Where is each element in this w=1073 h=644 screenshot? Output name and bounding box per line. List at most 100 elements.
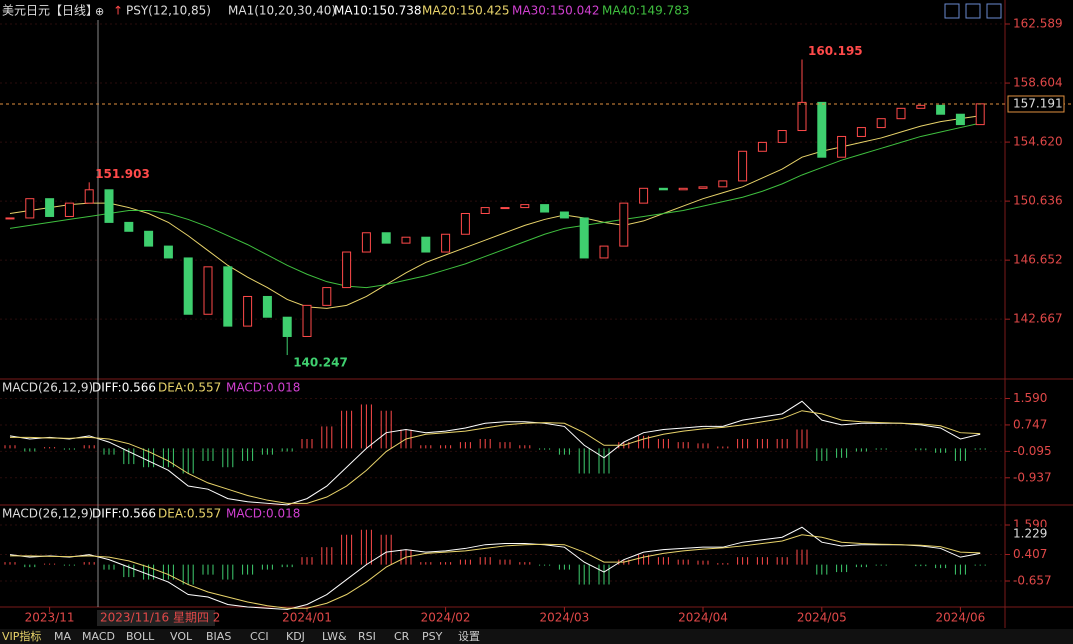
- symbol: 美元日元【日线】: [2, 4, 98, 18]
- candle: [381, 232, 391, 244]
- candle: [322, 287, 332, 306]
- x-tick-label: 2023/11: [25, 611, 75, 625]
- candle: [302, 304, 312, 337]
- last-price: 157.191: [1013, 96, 1063, 110]
- candle: [817, 101, 827, 158]
- candle: [500, 207, 510, 210]
- window-button[interactable]: [965, 3, 981, 19]
- candle: [540, 204, 550, 213]
- candle: [163, 245, 173, 259]
- tab[interactable]: RSI: [358, 630, 376, 643]
- y-tick-label: -0.095: [1013, 444, 1052, 458]
- x-tick-label: 2024/04: [678, 611, 728, 625]
- last-value-box: [1008, 527, 1048, 542]
- candle: [342, 251, 352, 289]
- tab[interactable]: VIP指标: [2, 629, 41, 643]
- x-tick-label: 2024/01: [282, 611, 332, 625]
- candle: [401, 236, 411, 244]
- last-value: 1.229: [1013, 527, 1047, 541]
- candle: [579, 217, 589, 259]
- candle: [25, 198, 35, 219]
- candle: [559, 211, 569, 219]
- x-tick-label: 2024/05: [797, 611, 847, 625]
- candle: [797, 101, 807, 132]
- candle: [243, 295, 253, 327]
- annotation: 151.903: [95, 167, 150, 181]
- x-tick-label: 2024/06: [935, 611, 985, 625]
- dea-label: DEA:0.557: [158, 381, 221, 395]
- x-tick-label: 2024/02: [421, 611, 471, 625]
- window-button[interactable]: [986, 3, 1002, 19]
- ma-set: MA1(10,20,30,40): [228, 4, 336, 18]
- annotation: 160.195: [808, 44, 863, 58]
- macd-label: MACD:0.018: [226, 507, 300, 521]
- candle: [738, 150, 748, 182]
- candle: [639, 187, 649, 204]
- indicator[interactable]: PSY(12,10,85): [126, 4, 211, 18]
- candle: [144, 230, 154, 247]
- line-series: [10, 534, 981, 609]
- diff-label: DIFF:0.566: [92, 381, 156, 395]
- ma30: MA30:150.042: [512, 4, 600, 18]
- toolbar: 美元日元【日线】 ⊕ ↑ PSY(12,10,85) MA1(10,20,30,…: [2, 3, 1002, 19]
- candle: [916, 104, 926, 109]
- y-tick-label: -0.937: [1013, 470, 1052, 484]
- line-series: [9, 526, 981, 610]
- x-tick-label: 2024/03: [539, 611, 589, 625]
- tab[interactable]: CR: [394, 630, 410, 643]
- tab[interactable]: VOL: [170, 630, 193, 643]
- candle: [282, 316, 292, 337]
- macd-label: MACD:0.018: [226, 381, 300, 395]
- y-tick-label: 0.407: [1013, 547, 1047, 561]
- y-tick-label: 146.652: [1013, 253, 1063, 267]
- candle: [104, 189, 114, 223]
- panel-title: MACD(26,12,9): [2, 381, 93, 395]
- candle: [975, 103, 985, 126]
- candle: [124, 221, 134, 232]
- candle: [718, 180, 728, 188]
- y-tick-label: 154.620: [1013, 135, 1063, 149]
- tab[interactable]: MA: [54, 630, 71, 643]
- tab[interactable]: LW&: [322, 630, 347, 643]
- line-series: [10, 410, 981, 504]
- candle: [678, 187, 688, 191]
- y-tick-label: 158.604: [1013, 76, 1063, 90]
- candle: [480, 207, 490, 215]
- tab-bar: [0, 629, 1073, 644]
- icon: ↑: [113, 4, 123, 18]
- candle: [896, 107, 906, 120]
- candle: [599, 245, 609, 259]
- y-tick-label: 142.667: [1013, 312, 1063, 326]
- candle: [84, 189, 94, 204]
- candle: [64, 202, 74, 217]
- line-series: [9, 400, 981, 506]
- panel-title: MACD(26,12,9): [2, 507, 93, 521]
- candle: [520, 204, 530, 209]
- candle: [837, 135, 847, 158]
- icon[interactable]: ⊕: [95, 5, 104, 18]
- candle: [5, 217, 15, 220]
- y-tick-label: -0.657: [1013, 573, 1052, 587]
- tab[interactable]: BOLL: [126, 630, 155, 643]
- tab[interactable]: CCI: [250, 630, 269, 643]
- y-tick-label: 162.589: [1013, 17, 1063, 31]
- tab[interactable]: KDJ: [286, 630, 305, 643]
- tab[interactable]: PSY: [422, 630, 443, 643]
- candle: [223, 266, 233, 327]
- candle: [441, 233, 451, 253]
- tab[interactable]: MACD: [82, 630, 115, 643]
- candle: [876, 118, 886, 129]
- y-tick-label: 0.747: [1013, 417, 1047, 431]
- candle: [421, 236, 431, 253]
- candle: [658, 187, 668, 191]
- candle: [203, 266, 213, 315]
- candle: [262, 295, 272, 318]
- cursor-date-box: [97, 610, 215, 626]
- y-tick-label: 150.636: [1013, 194, 1063, 208]
- candle: [757, 141, 767, 152]
- tab[interactable]: BIAS: [206, 630, 231, 643]
- window-button[interactable]: [944, 3, 960, 19]
- candle: [45, 198, 55, 217]
- tab[interactable]: 设置: [458, 630, 480, 643]
